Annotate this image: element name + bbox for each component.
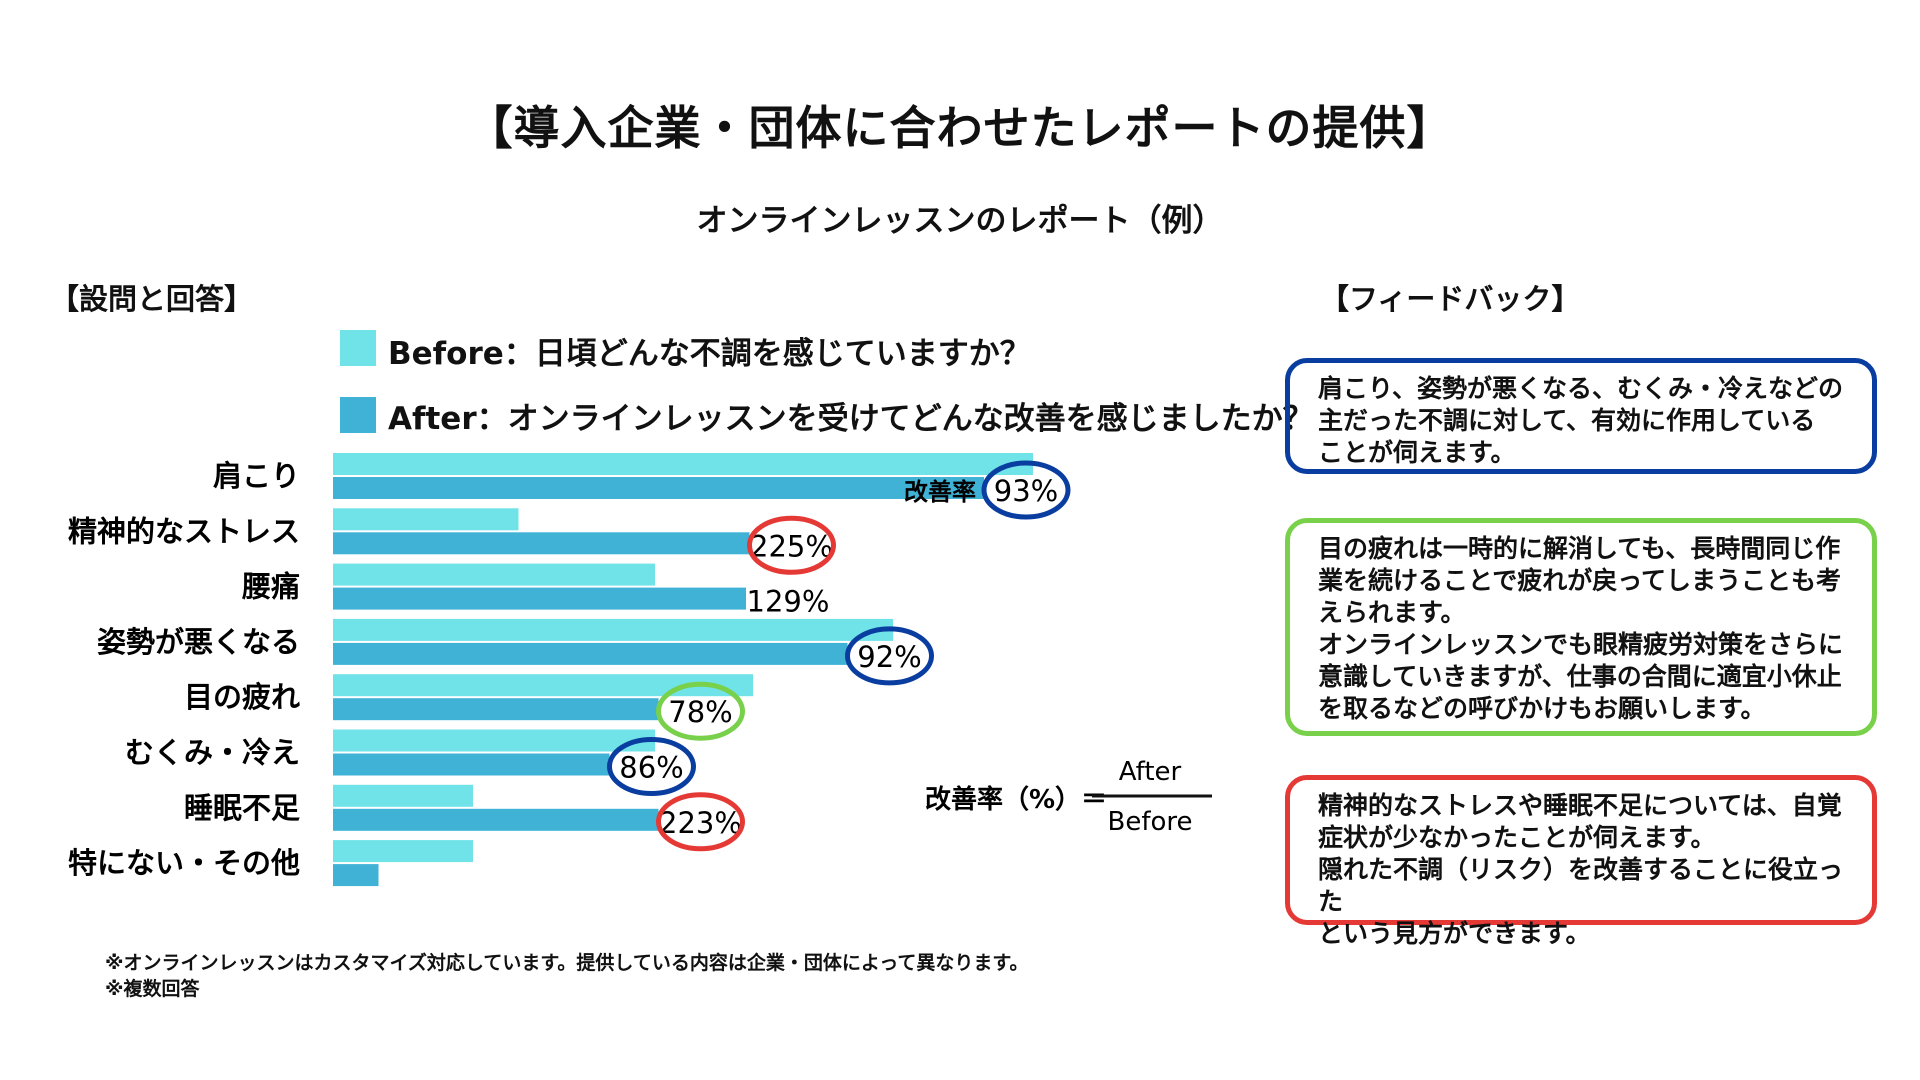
feedback-line: 肩こり、姿勢が悪くなる、むくみ・冷えなどの bbox=[1318, 374, 1844, 403]
feedback-line: 目の疲れは一時的に解消しても、長時間同じ作 bbox=[1318, 534, 1841, 563]
feedback-heading: 【フィードバック】 bbox=[1320, 282, 1581, 316]
highlight-ring-blue bbox=[981, 460, 1071, 520]
feedback-line: 症状が少なかったことが伺えます。 bbox=[1318, 823, 1716, 852]
bar-before bbox=[333, 618, 893, 641]
category-label: 睡眠不足 bbox=[184, 791, 300, 825]
feedback-box-green: 目の疲れは一時的に解消しても、長時間同じ作 業を続けることで疲れが戻ってしまうこと… bbox=[1285, 518, 1877, 736]
category-label: 目の疲れ bbox=[184, 680, 300, 714]
category-labels: 肩こり精神的なストレス腰痛姿勢が悪くなる目の疲れむくみ・冷え睡眠不足特にない・そ… bbox=[68, 459, 300, 880]
improvement-label: 92% bbox=[857, 640, 921, 674]
bar-after bbox=[333, 587, 746, 610]
bar-after bbox=[333, 864, 379, 887]
feedback-line: 業を続けることで疲れが戻ってしまうことも考 bbox=[1318, 566, 1842, 595]
bar-before bbox=[333, 674, 753, 697]
highlight-rings bbox=[607, 460, 1071, 852]
formula-numerator: After bbox=[1119, 757, 1182, 787]
category-label: 精神的なストレス bbox=[68, 514, 300, 548]
bar-after bbox=[333, 477, 984, 499]
bar-chart: 肩こり精神的なストレス腰痛姿勢が悪くなる目の疲れむくみ・冷え睡眠不足特にない・そ… bbox=[68, 453, 1212, 887]
highlight-ring-red bbox=[747, 515, 836, 575]
bar-before bbox=[333, 840, 473, 863]
category-label: 特にない・その他 bbox=[68, 846, 300, 880]
bars bbox=[333, 453, 1033, 887]
improvement-label: 223% bbox=[659, 806, 742, 840]
improvement-label: 225% bbox=[750, 529, 833, 563]
footnote-customization: ※オンラインレッスンはカスタマイズ対応しています。提供している内容は企業・団体に… bbox=[105, 952, 1029, 974]
footnote-multiple-answers: ※複数回答 bbox=[105, 978, 200, 1000]
bar-before bbox=[333, 563, 655, 586]
bar-after bbox=[333, 753, 610, 776]
page-title: 【導入企業・団体に合わせたレポートの提供】 bbox=[466, 101, 1454, 155]
legend-swatch-after bbox=[340, 397, 376, 433]
bar-before bbox=[333, 453, 1033, 475]
feedback-line: ことが伺えます。 bbox=[1318, 438, 1516, 467]
legend-label-before: Before：日頃どんな不調を感じていますか？ bbox=[388, 336, 1031, 372]
highlight-ring-blue bbox=[845, 626, 934, 686]
feedback-line: 隠れた不調（リスク）を改善することに役立った bbox=[1318, 855, 1844, 916]
feedback-line: を取るなどの呼びかけもお願いします。 bbox=[1318, 694, 1766, 723]
legend-swatch-before bbox=[340, 330, 376, 366]
highlight-ring-green bbox=[656, 681, 745, 741]
feedback-box-red: 精神的なストレスや睡眠不足については、自覚 症状が少なかったことが伺えます。隠れた… bbox=[1285, 775, 1877, 948]
improvement-label: 86% bbox=[619, 751, 683, 785]
feedback-line: 主だった不調に対して、有効に作用している bbox=[1318, 406, 1816, 435]
bar-after bbox=[333, 532, 750, 555]
bar-before bbox=[333, 784, 473, 807]
category-label: 腰痛 bbox=[241, 570, 300, 604]
feedback-line: 意識していきますが、仕事の合間に適宜小休止 bbox=[1318, 662, 1842, 691]
formula-denominator: Before bbox=[1107, 807, 1192, 837]
feedback-line: えられます。 bbox=[1318, 598, 1466, 627]
feedback-line: オンラインレッスンでも眼精疲労対策をさらに bbox=[1318, 630, 1844, 659]
legend-label-after: After：オンラインレッスンを受けてどんな改善を感じましたか？ bbox=[388, 401, 1314, 437]
improvement-label: 78% bbox=[668, 695, 732, 729]
improvement-rate-label: 改善率 bbox=[904, 478, 976, 506]
feedback-line: という見方ができます。 bbox=[1318, 919, 1591, 948]
formula: 改善率（%）＝ After Before bbox=[925, 757, 1212, 837]
highlight-ring-blue bbox=[607, 737, 696, 796]
category-label: 姿勢が悪くなる bbox=[97, 625, 300, 659]
formula-lhs: 改善率（%）＝ bbox=[925, 784, 1107, 815]
improvement-label: 129% bbox=[747, 585, 830, 619]
feedback-line: 精神的なストレスや睡眠不足については、自覚 bbox=[1318, 791, 1842, 820]
chart-subtitle: オンラインレッスンのレポート（例） bbox=[696, 203, 1224, 239]
bar-before bbox=[333, 729, 655, 752]
bar-after bbox=[333, 808, 659, 831]
improvement-label: 93% bbox=[994, 474, 1058, 508]
qa-heading: 【設問と回答】 bbox=[50, 282, 254, 316]
bar-after bbox=[333, 698, 659, 721]
highlight-ring-red bbox=[656, 792, 745, 852]
category-label: むくみ・冷え bbox=[125, 736, 300, 770]
improvement-labels: 93% 225% 129% 92% 78% 86% 223% bbox=[619, 474, 1058, 840]
feedback-box-blue: 肩こり、姿勢が悪くなる、むくみ・冷えなどの 主だった不調に対して、有効に作用してい… bbox=[1285, 358, 1877, 474]
bar-after bbox=[333, 642, 848, 665]
bar-before bbox=[333, 508, 519, 531]
category-label: 肩こり bbox=[213, 459, 300, 493]
